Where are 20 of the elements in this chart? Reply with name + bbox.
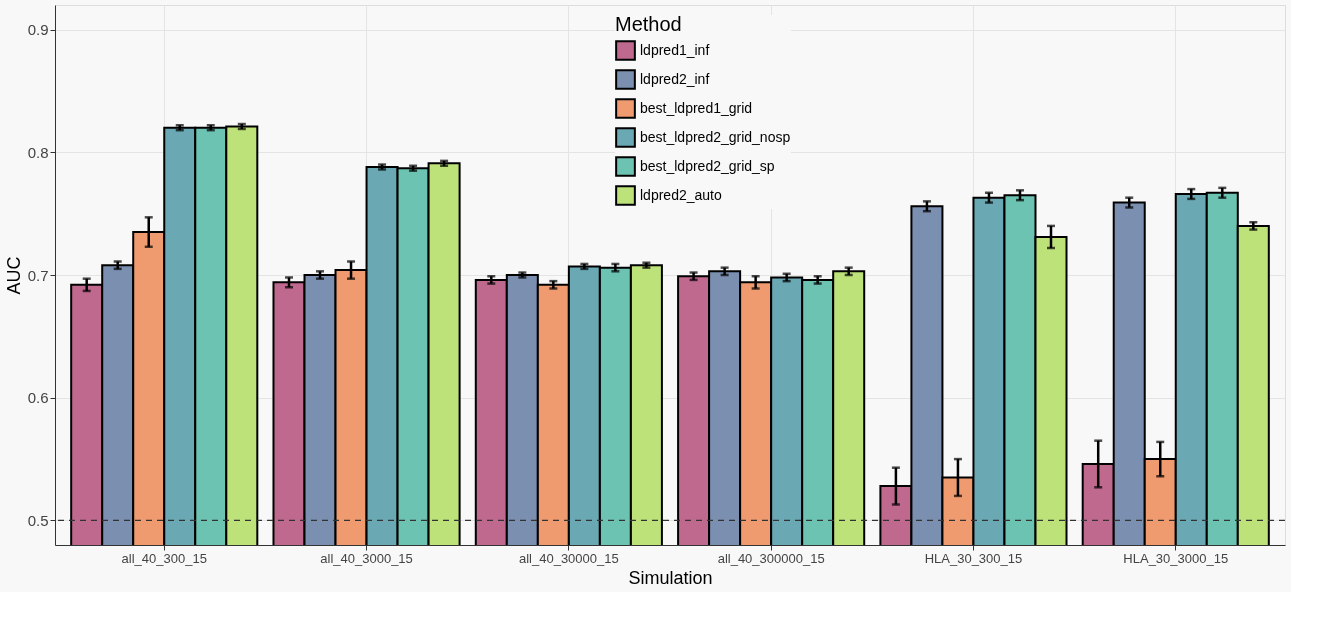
x-tick-label: all_40_30000_15 [518,550,619,566]
legend-label: ldpred2_auto [640,186,722,203]
legend-label: best_ldpred2_grid_sp [640,157,775,174]
y-axis-title: AUC [3,256,24,295]
x-tick-label: HLA_30_300_15 [924,550,1023,566]
legend-label: best_ldpred2_grid_nosp [640,128,791,145]
x-tick-label: all_40_3000_15 [320,550,413,566]
legend-label: best_ldpred1_grid [640,99,753,116]
x-axis-title: Simulation [628,567,713,588]
y-tick-label: 0.6 [27,389,49,407]
y-tick-label: 0.8 [27,143,49,161]
y-tick-label: 0.5 [27,511,49,529]
legend-label: ldpred2_inf [640,70,710,87]
y-tick-label: 0.9 [27,21,49,39]
y-tick-label: 0.7 [27,266,49,284]
legend-label: ldpred1_inf [640,41,710,58]
x-tick-label: HLA_30_3000_15 [1123,550,1229,566]
legend-title: Method [615,13,682,35]
x-tick-label: all_40_300_15 [121,550,207,566]
x-tick-label: all_40_300000_15 [717,550,825,566]
